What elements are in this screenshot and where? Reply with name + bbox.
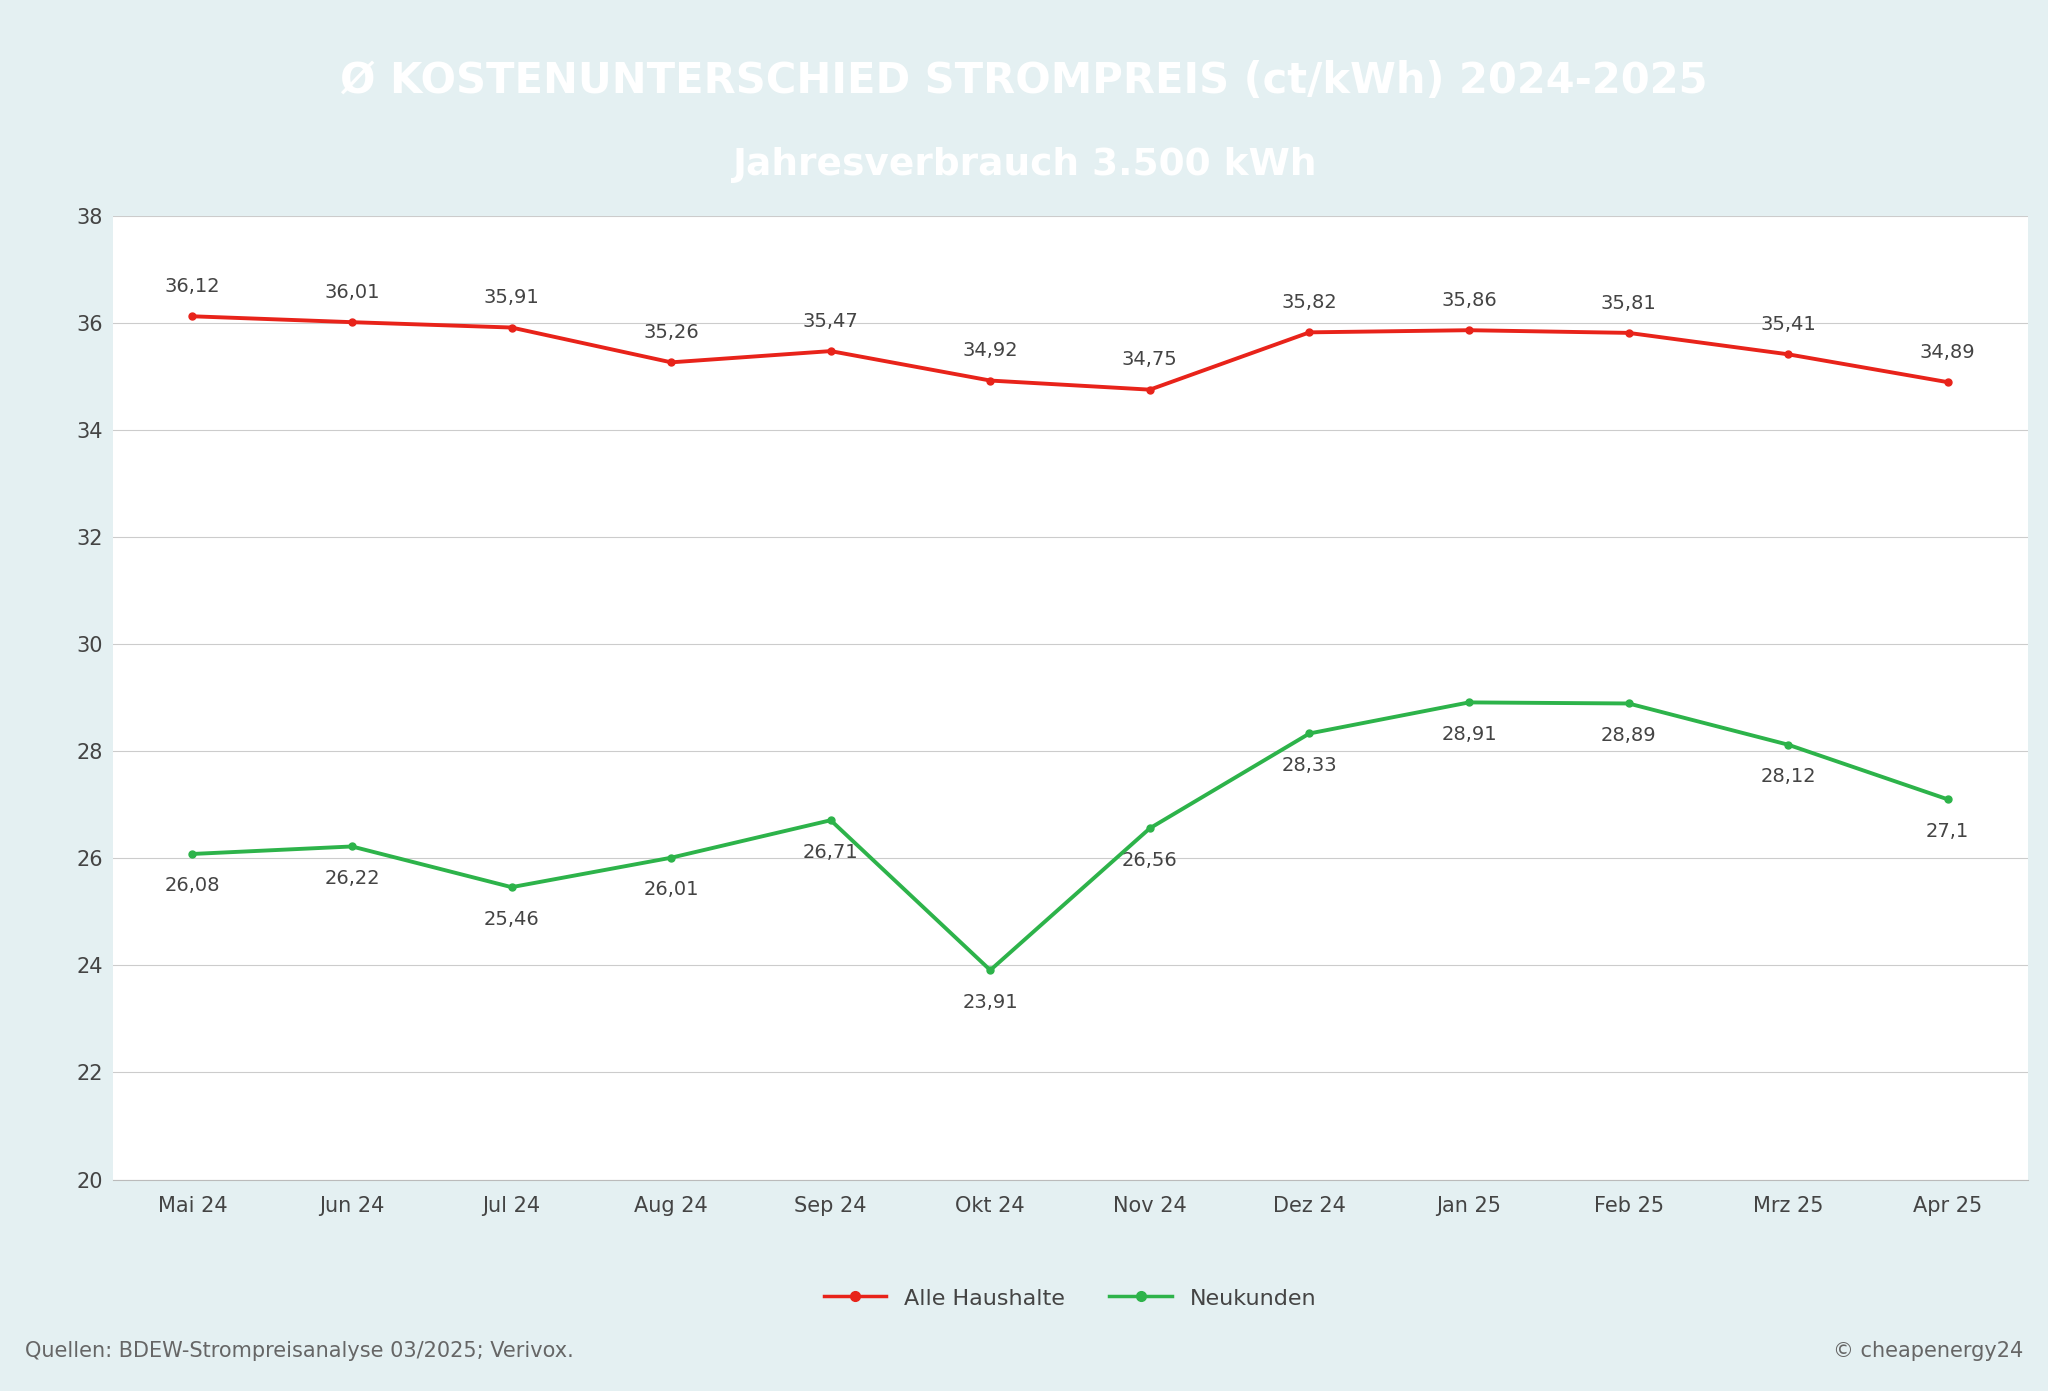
Alle Haushalte [1616, 324, 1640, 341]
Neukunden [979, 961, 1004, 978]
Text: 28,33: 28,33 [1282, 755, 1337, 775]
Line: Alle Haushalte: Alle Haushalte [188, 313, 1952, 394]
Text: 23,91: 23,91 [963, 993, 1018, 1011]
Neukunden [1456, 694, 1481, 711]
Text: 34,89: 34,89 [1919, 342, 1976, 362]
Neukunden [180, 846, 205, 862]
Text: 35,41: 35,41 [1761, 314, 1817, 334]
Neukunden [1776, 736, 1800, 753]
Text: 26,01: 26,01 [643, 881, 698, 899]
Legend: Alle Haushalte, Neukunden: Alle Haushalte, Neukunden [815, 1278, 1325, 1317]
Text: Jahresverbrauch 3.500 kWh: Jahresverbrauch 3.500 kWh [731, 147, 1317, 184]
Text: 26,71: 26,71 [803, 843, 858, 861]
Alle Haushalte [1935, 374, 1960, 391]
Alle Haushalte [1296, 324, 1321, 341]
Alle Haushalte [340, 314, 365, 331]
Alle Haushalte [500, 319, 524, 335]
Text: Ø KOSTENUNTERSCHIED STROMPREIS (ct/kWh) 2024-2025: Ø KOSTENUNTERSCHIED STROMPREIS (ct/kWh) … [340, 60, 1708, 102]
Text: 25,46: 25,46 [483, 910, 539, 929]
Text: 35,91: 35,91 [483, 288, 539, 307]
Neukunden [500, 879, 524, 896]
Text: 35,81: 35,81 [1602, 294, 1657, 313]
Alle Haushalte [1137, 381, 1161, 398]
Neukunden [819, 812, 844, 829]
Text: 26,56: 26,56 [1122, 851, 1178, 869]
Text: © cheapenergy24: © cheapenergy24 [1833, 1341, 2023, 1362]
Alle Haushalte [180, 307, 205, 324]
Text: 35,82: 35,82 [1282, 294, 1337, 312]
Text: 34,92: 34,92 [963, 341, 1018, 360]
Neukunden [1137, 819, 1161, 836]
Neukunden [659, 850, 684, 867]
Text: 26,08: 26,08 [164, 876, 221, 896]
Text: 34,75: 34,75 [1122, 351, 1178, 369]
Text: Quellen: BDEW-Strompreisanalyse 03/2025; Verivox.: Quellen: BDEW-Strompreisanalyse 03/2025;… [25, 1341, 573, 1362]
Text: 35,86: 35,86 [1442, 291, 1497, 310]
Text: 28,91: 28,91 [1442, 725, 1497, 744]
Text: 28,89: 28,89 [1602, 726, 1657, 746]
Neukunden [1616, 696, 1640, 712]
Neukunden [1296, 725, 1321, 741]
Text: 28,12: 28,12 [1761, 768, 1817, 786]
Alle Haushalte [1456, 321, 1481, 338]
Text: 35,26: 35,26 [643, 323, 698, 342]
Line: Neukunden: Neukunden [188, 698, 1952, 974]
Text: 36,12: 36,12 [164, 277, 221, 296]
Neukunden [1935, 791, 1960, 808]
Alle Haushalte [979, 373, 1004, 389]
Text: 36,01: 36,01 [324, 282, 379, 302]
Alle Haushalte [659, 353, 684, 370]
Text: 27,1: 27,1 [1925, 822, 1970, 840]
Alle Haushalte [1776, 346, 1800, 363]
Alle Haushalte [819, 342, 844, 359]
Text: 26,22: 26,22 [324, 869, 379, 887]
Neukunden [340, 839, 365, 855]
Text: 35,47: 35,47 [803, 312, 858, 331]
